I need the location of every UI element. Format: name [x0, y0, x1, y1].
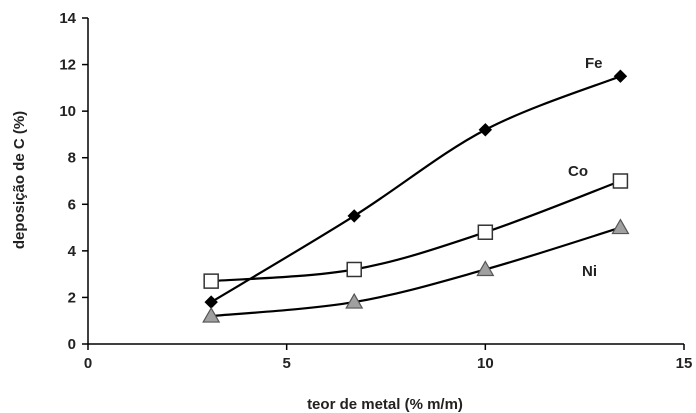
data-point [476, 260, 495, 277]
data-point [346, 261, 362, 278]
y-tick-label: 4 [68, 243, 77, 260]
y-tick-label: 10 [59, 103, 76, 120]
data-point [204, 295, 218, 309]
x-tick-label: 15 [676, 355, 693, 372]
axes: 0 2 4 6 8 10 12 14 0 5 10 15 [59, 10, 692, 372]
y-tick-label: 14 [59, 10, 76, 27]
data-point [611, 218, 630, 235]
y-tick-label: 2 [68, 289, 76, 306]
series-ni: Ni [202, 218, 630, 323]
series-co: Co [203, 163, 629, 289]
series-line [211, 226, 621, 318]
y-tick-label: 6 [68, 196, 76, 213]
series-label: Co [568, 163, 588, 180]
data-point [345, 292, 364, 309]
series-line [210, 75, 621, 304]
y-tick-label: 12 [59, 57, 76, 74]
series-label: Fe [585, 55, 603, 72]
data-point [347, 209, 361, 223]
x-tick-label: 5 [282, 355, 290, 372]
data-point [613, 69, 628, 83]
x-tick-label: 0 [84, 355, 92, 372]
series-fe: Fe [204, 55, 628, 309]
series-label: Ni [582, 263, 597, 280]
data-point [203, 273, 219, 289]
data-point [612, 173, 629, 189]
data-point [477, 224, 494, 240]
y-tick-label: 8 [68, 150, 76, 167]
x-tick-label: 10 [477, 355, 494, 372]
y-tick-label: 0 [68, 336, 76, 353]
data-point [478, 123, 493, 137]
data-point [202, 306, 221, 323]
y-axis-title: deposição de C (%) [11, 111, 28, 249]
series-layer: Fe Co Ni [202, 55, 630, 323]
series-line [211, 179, 621, 283]
x-axis-title: teor de metal (% m/m) [307, 396, 463, 413]
